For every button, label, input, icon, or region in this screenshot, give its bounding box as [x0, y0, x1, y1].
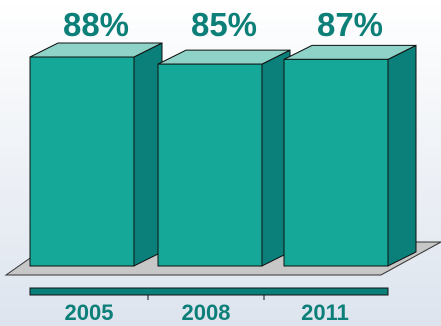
- bar-front-2008: [157, 63, 263, 267]
- data-labels-group: 88% 85% 87%: [63, 6, 383, 43]
- x-axis: 2005 2008 2011: [29, 287, 389, 325]
- bar-2008: [157, 49, 291, 267]
- bar-2011: [283, 44, 417, 267]
- data-label-2008: 85%: [191, 6, 257, 43]
- data-label-2005: 88%: [63, 6, 129, 43]
- bar-2005: [29, 42, 163, 267]
- x-tick-label-2011: 2011: [301, 300, 349, 325]
- data-label-2011: 87%: [317, 6, 383, 43]
- bar-front-2011: [283, 58, 389, 267]
- x-axis-bar: [29, 287, 389, 296]
- x-tick-label-2005: 2005: [65, 300, 114, 325]
- bar-front-2005: [29, 56, 135, 267]
- bars-group: [29, 42, 417, 267]
- bar-side-2011: [387, 44, 417, 267]
- x-tick-label-2008: 2008: [182, 300, 231, 325]
